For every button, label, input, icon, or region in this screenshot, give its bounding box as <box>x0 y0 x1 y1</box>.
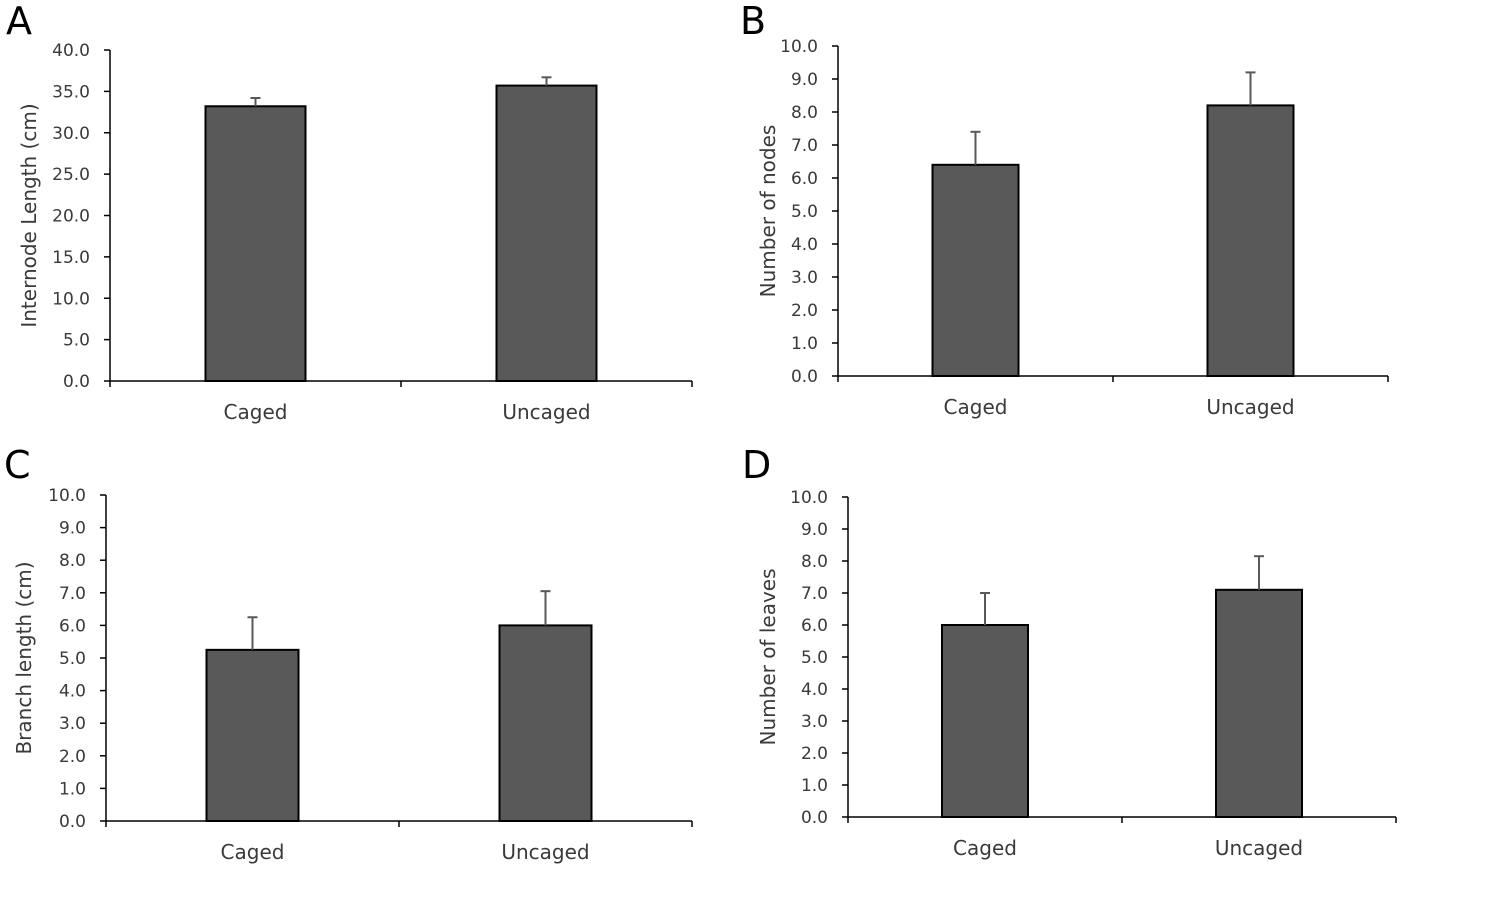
y-tick-label: 5.0 <box>59 649 86 669</box>
y-tick-label: 6.0 <box>59 616 86 636</box>
y-axis-title: Internode Length (cm) <box>17 103 41 327</box>
y-tick-label: 10.0 <box>780 37 818 57</box>
panel-letter: B <box>740 0 766 43</box>
y-tick-label: 10.0 <box>790 488 828 508</box>
panel-letter: A <box>6 0 32 43</box>
x-category-label: Uncaged <box>502 400 590 424</box>
y-tick-label: 8.0 <box>801 552 828 572</box>
y-tick-label: 35.0 <box>52 82 90 102</box>
y-tick-label: 1.0 <box>59 779 86 799</box>
y-tick-label: 2.0 <box>59 747 86 767</box>
y-tick-label: 2.0 <box>801 744 828 764</box>
y-axis-title: Number of leaves <box>756 568 780 745</box>
y-tick-label: 4.0 <box>791 235 818 255</box>
bar-caged <box>931 163 1020 377</box>
y-tick-label: 40.0 <box>52 41 90 61</box>
y-axis-title: Number of nodes <box>756 125 780 298</box>
y-tick-label: 0.0 <box>59 812 86 832</box>
chart-panel-d: D 0.0 1.0 2.0 3.0 4.0 5.0 6.0 7.0 8.0 9.0 10.0 Numbe… <box>742 443 1397 860</box>
y-tick-label: 7.0 <box>791 136 818 156</box>
bar-caged <box>204 105 307 383</box>
bar-uncaged <box>498 624 593 823</box>
y-tick-label: 0.0 <box>63 372 90 392</box>
x-category-label: Uncaged <box>1215 836 1303 860</box>
y-tick-label: 7.0 <box>59 584 86 604</box>
y-tick-label: 30.0 <box>52 124 90 144</box>
x-category-label: Uncaged <box>1206 395 1294 419</box>
x-category-label: Caged <box>953 836 1017 860</box>
y-tick-label: 9.0 <box>801 520 828 540</box>
bar-caged <box>941 624 1029 818</box>
bar-uncaged <box>1206 104 1295 378</box>
y-tick-label: 1.0 <box>801 776 828 796</box>
bar-uncaged <box>495 84 598 383</box>
y-tick-label: 9.0 <box>59 519 86 539</box>
y-tick-label: 5.0 <box>801 648 828 668</box>
y-tick-label: 4.0 <box>801 680 828 700</box>
x-category-label: Caged <box>944 395 1008 419</box>
y-tick-label: 10.0 <box>48 486 86 506</box>
y-tick-label: 3.0 <box>59 714 86 734</box>
y-tick-label: 10.0 <box>52 289 90 309</box>
x-category-label: Caged <box>221 840 285 864</box>
y-tick-label: 4.0 <box>59 682 86 702</box>
y-tick-label: 9.0 <box>791 70 818 90</box>
y-tick-label: 25.0 <box>52 165 90 185</box>
x-category-label: Caged <box>224 400 288 424</box>
bar-uncaged <box>1215 588 1303 818</box>
y-tick-label: 1.0 <box>791 334 818 354</box>
y-tick-label: 15.0 <box>52 248 90 268</box>
chart-panel-a: A 0.0 5.0 10.0 15.0 20.0 25.0 30.0 35.0 40.0 Inter… <box>6 0 693 424</box>
y-tick-label: 2.0 <box>791 301 818 321</box>
chart-panel-b: B 0.0 1.0 2.0 3.0 4.0 5.0 6.0 7.0 8.0 9.0 10.0 Numbe… <box>740 0 1389 419</box>
y-tick-label: 0.0 <box>801 808 828 828</box>
y-tick-label: 5.0 <box>63 331 90 351</box>
panel-letter: D <box>742 443 771 487</box>
y-tick-label: 7.0 <box>801 584 828 604</box>
bar-caged <box>205 648 300 822</box>
panel-letter: C <box>4 443 31 487</box>
y-tick-label: 6.0 <box>791 169 818 189</box>
chart-panel-c: C 0.0 1.0 2.0 3.0 4.0 5.0 6.0 7.0 8.0 9.0 10.0 Branc… <box>4 443 693 864</box>
y-tick-label: 8.0 <box>791 103 818 123</box>
y-tick-label: 20.0 <box>52 207 90 227</box>
y-tick-label: 0.0 <box>791 367 818 387</box>
y-tick-label: 8.0 <box>59 551 86 571</box>
y-tick-label: 6.0 <box>801 616 828 636</box>
y-tick-label: 5.0 <box>791 202 818 222</box>
y-axis-title: Branch length (cm) <box>12 561 36 754</box>
y-tick-label: 3.0 <box>801 712 828 732</box>
x-category-label: Uncaged <box>501 840 589 864</box>
y-tick-label: 3.0 <box>791 268 818 288</box>
